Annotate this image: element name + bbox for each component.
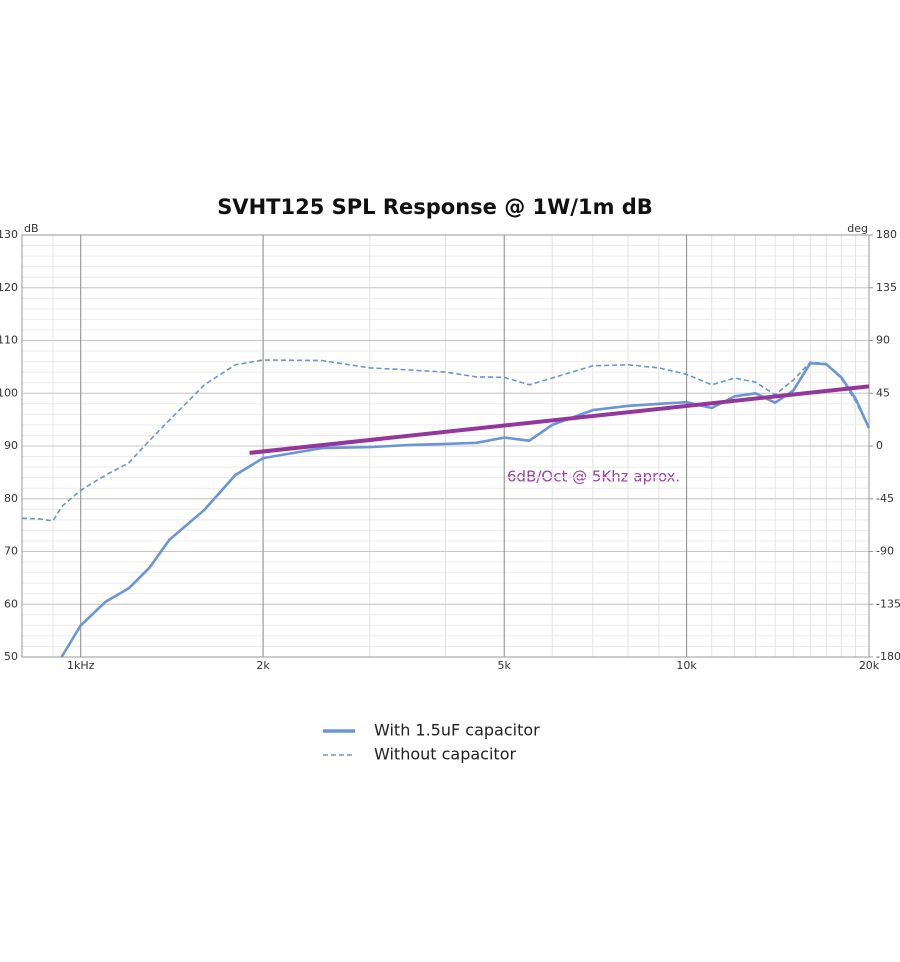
y-tick-label: 100 xyxy=(0,386,18,399)
y-tick-label: 130 xyxy=(0,228,18,241)
y2-tick-label: 45 xyxy=(876,386,890,399)
legend-label: Without capacitor xyxy=(374,745,516,764)
y-tick-label: 110 xyxy=(0,334,18,347)
y-tick-label: 50 xyxy=(4,650,18,663)
y2-tick-label: -90 xyxy=(876,545,894,558)
y-tick-label: 70 xyxy=(4,545,18,558)
x-tick-label: 20k xyxy=(859,659,880,672)
plot-frame xyxy=(21,234,870,658)
series-line xyxy=(60,361,871,658)
y2-tick-label: 180 xyxy=(876,228,897,241)
legend-label: With 1.5uF capacitor xyxy=(374,721,540,740)
chart-title: SVHT125 SPL Response @ 1W/1m dB xyxy=(217,195,653,219)
annotation: 6dB/Oct @ 5Khz aprox. xyxy=(507,468,680,486)
y2-tick-label: 135 xyxy=(876,281,897,294)
y2-tick-label: -180 xyxy=(876,650,900,663)
x-tick-label: 1kHz xyxy=(67,659,95,672)
y2-tick-label: 0 xyxy=(876,439,883,452)
y2-unit: deg xyxy=(847,222,868,235)
x-tick-label: 2k xyxy=(256,659,270,672)
y-unit: dB xyxy=(24,222,39,235)
series-line xyxy=(21,359,870,522)
x-tick-label: 5k xyxy=(498,659,512,672)
trend-line xyxy=(249,384,870,455)
y-tick-label: 120 xyxy=(0,281,18,294)
y2-tick-label: -135 xyxy=(876,597,900,610)
y2-tick-label: 90 xyxy=(876,334,890,347)
y-tick-label: 60 xyxy=(4,597,18,610)
y-tick-label: 90 xyxy=(4,439,18,452)
y-tick-label: 80 xyxy=(4,492,18,505)
y2-tick-label: -45 xyxy=(876,492,894,505)
x-tick-label: 10k xyxy=(676,659,697,672)
